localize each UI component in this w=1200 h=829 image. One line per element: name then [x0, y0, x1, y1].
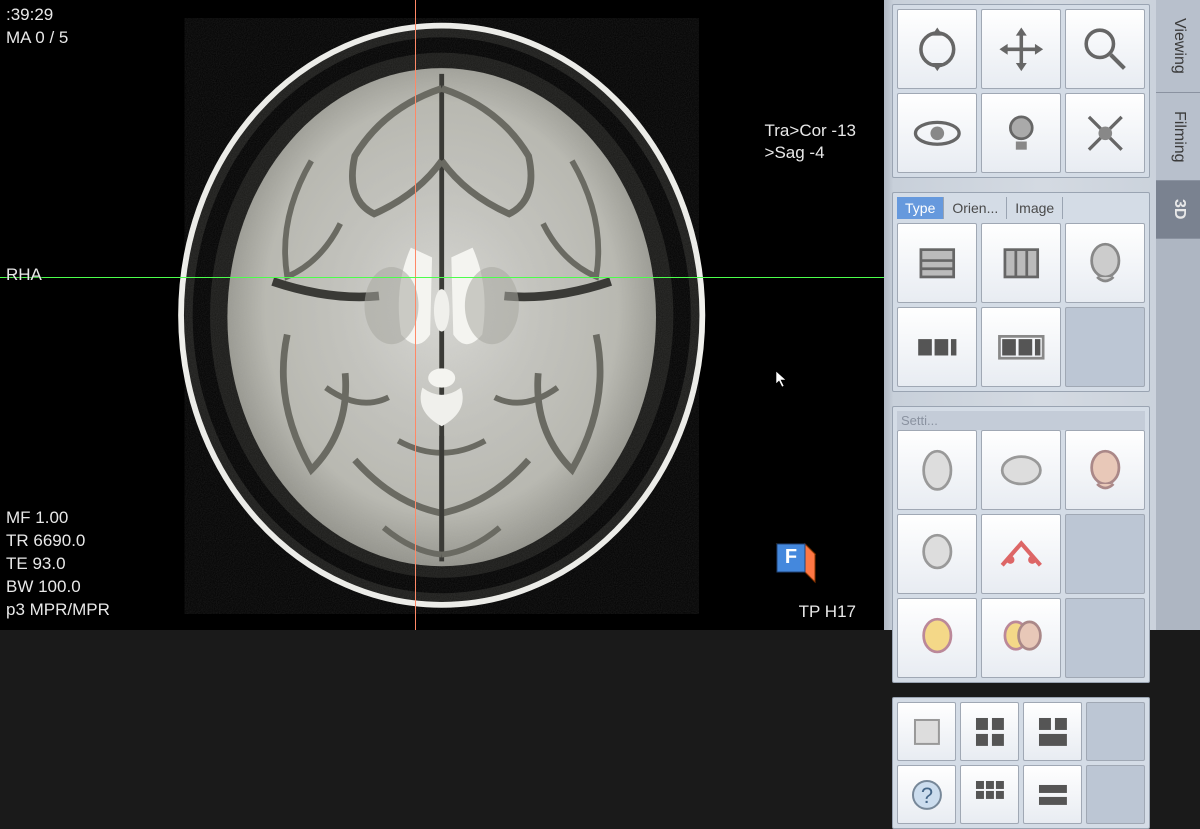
help-icon[interactable]: ? [897, 765, 956, 824]
rotate-tool-icon[interactable] [897, 9, 977, 89]
overlay-time: :39:29 [6, 4, 68, 27]
right-panel: Type Orien... Image Setti... [884, 0, 1200, 630]
type-palette: Type Orien... Image [892, 192, 1150, 392]
pan-tool-icon[interactable] [981, 9, 1061, 89]
zoom-tool-icon[interactable] [1065, 9, 1145, 89]
orientation-cube[interactable]: F [763, 530, 819, 586]
layout5-icon[interactable] [960, 765, 1019, 824]
vertical-tabs: Viewing Filming 3D [1156, 0, 1200, 630]
view-cor-icon[interactable] [981, 430, 1061, 510]
type-palette-tabs: Type Orien... Image [897, 197, 1145, 219]
overlay-tr: TR 6690.0 [6, 530, 110, 553]
layout6-icon[interactable] [1023, 765, 1082, 824]
overlay-bottom-left: MF 1.00 TR 6690.0 TE 93.0 BW 100.0 p3 MP… [6, 507, 110, 622]
overlay-top-right: Tra>Cor -13 >Sag -4 [765, 120, 856, 164]
tool-column: Type Orien... Image Setti... [884, 0, 1156, 630]
svg-text:?: ? [920, 782, 932, 807]
overlay-bottom-right: TP H17 [799, 602, 856, 622]
overlay-mid-left: RHA [6, 265, 42, 285]
overlay-ma: MA 0 / 5 [6, 27, 68, 50]
empty-slot [1065, 307, 1145, 387]
nav-palette [892, 4, 1150, 178]
cube-face-label: F [785, 546, 797, 568]
view-tra-icon[interactable] [897, 514, 977, 594]
slab2-tool-icon[interactable] [981, 223, 1061, 303]
layout-palette: ? [892, 697, 1150, 829]
tab-viewing[interactable]: Viewing [1156, 0, 1200, 93]
overlay-sag: >Sag -4 [765, 142, 856, 164]
overlay-tra: Tra>Cor -13 [765, 120, 856, 142]
crosshair-vertical [415, 0, 416, 630]
tab-filming[interactable]: Filming [1156, 93, 1200, 182]
tab-3d[interactable]: 3D [1156, 181, 1200, 238]
empty-slot-5 [1086, 765, 1145, 824]
view-3d-icon[interactable] [1065, 430, 1145, 510]
stack1-tool-icon[interactable] [897, 307, 977, 387]
layout2-icon[interactable] [960, 702, 1019, 761]
overlay-te: TE 93.0 [6, 553, 110, 576]
ptab-orien[interactable]: Orien... [944, 197, 1007, 219]
layout1-icon[interactable] [897, 702, 956, 761]
orbit-tool-icon[interactable] [897, 93, 977, 173]
slab-tool-icon[interactable] [897, 223, 977, 303]
settings-label: Setti... [897, 411, 1145, 430]
overlay-top-left: :39:29 MA 0 / 5 [6, 4, 68, 50]
crosshair-horizontal [0, 277, 884, 278]
render1-icon[interactable] [897, 598, 977, 678]
layout3-icon[interactable] [1023, 702, 1082, 761]
overlay-mf: MF 1.00 [6, 507, 110, 530]
ptab-image[interactable]: Image [1007, 197, 1063, 219]
view-sag-icon[interactable] [897, 430, 977, 510]
cursor-icon [775, 370, 789, 393]
scan-viewer[interactable]: :39:29 MA 0 / 5 Tra>Cor -13 >Sag -4 RHA … [0, 0, 884, 630]
head-tool-icon[interactable] [1065, 223, 1145, 303]
clip-tool-icon[interactable] [981, 514, 1061, 594]
light-tool-icon[interactable] [981, 93, 1061, 173]
overlay-mpr: p3 MPR/MPR [6, 599, 110, 622]
brain-scan-svg [66, 16, 817, 615]
empty-slot-4 [1086, 702, 1145, 761]
stack2-tool-icon[interactable] [981, 307, 1061, 387]
ptab-type[interactable]: Type [897, 197, 944, 219]
scan-image [0, 0, 884, 630]
move-tool-icon[interactable] [1065, 93, 1145, 173]
render2-icon[interactable] [981, 598, 1061, 678]
settings-palette: Setti... [892, 406, 1150, 683]
overlay-bw: BW 100.0 [6, 576, 110, 599]
empty-slot-2 [1065, 514, 1145, 594]
empty-slot-3 [1065, 598, 1145, 678]
